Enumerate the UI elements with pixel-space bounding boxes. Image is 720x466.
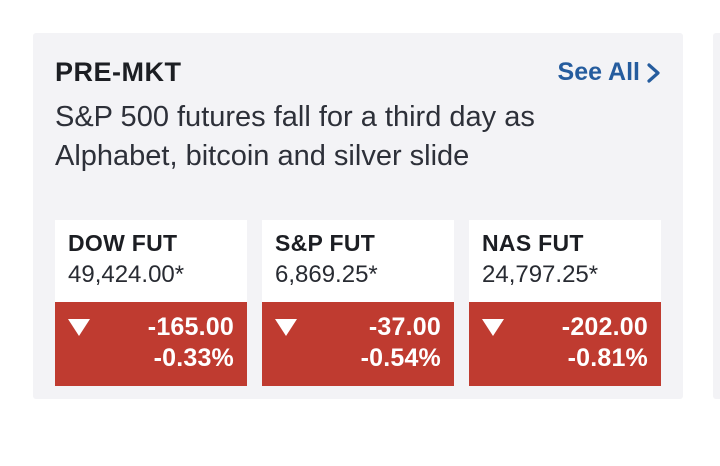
ticker-change-block: -165.00 -0.33% (55, 302, 247, 386)
down-arrow-icon (482, 319, 504, 336)
ticker-value: 6,869.25* (275, 261, 378, 288)
ticker-card-sp-fut[interactable]: S&P FUT 6,869.25* -37.00 -0.54% (262, 220, 454, 386)
down-arrow-icon (68, 319, 90, 336)
ticker-percent: -0.81% (567, 344, 648, 372)
headline-link[interactable]: S&P 500 futures fall for a third day as … (55, 101, 535, 172)
pre-mkt-label: PRE-MKT (55, 57, 182, 87)
ticker-row: DOW FUT 49,424.00* -165.00 -0.33% S&P FU… (55, 220, 661, 386)
see-all-link[interactable]: See All (558, 58, 661, 87)
next-panel-peek[interactable] (713, 33, 720, 399)
change-column: -165.00 -0.33% (148, 312, 234, 374)
ticker-quote: NAS FUT 24,797.25* (469, 220, 661, 302)
ticker-change-block: -37.00 -0.54% (262, 302, 454, 386)
change-column: -202.00 -0.81% (562, 312, 648, 374)
ticker-symbol: NAS FUT (482, 230, 584, 256)
down-arrow-icon (275, 319, 297, 336)
ticker-quote: DOW FUT 49,424.00* (55, 220, 247, 302)
ticker-card-dow-fut[interactable]: DOW FUT 49,424.00* -165.00 -0.33% (55, 220, 247, 386)
pre-market-panel: PRE-MKT See All S&P 500 futures fall for… (33, 33, 683, 399)
ticker-change-block: -202.00 -0.81% (469, 302, 661, 386)
ticker-change: -202.00 (561, 313, 648, 341)
ticker-symbol: S&P FUT (275, 230, 376, 256)
chevron-right-icon (646, 61, 661, 85)
ticker-value: 49,424.00* (68, 261, 185, 288)
ticker-value: 24,797.25* (482, 261, 599, 288)
ticker-change: -165.00 (147, 313, 234, 341)
panel-header: PRE-MKT See All (55, 57, 661, 88)
ticker-quote: S&P FUT 6,869.25* (262, 220, 454, 302)
ticker-change: -37.00 (368, 313, 441, 341)
see-all-label: See All (557, 58, 640, 86)
market-carousel: PRE-MKT See All S&P 500 futures fall for… (33, 33, 720, 399)
ticker-percent: -0.33% (153, 344, 234, 372)
change-column: -37.00 -0.54% (361, 312, 441, 374)
ticker-percent: -0.54% (360, 344, 441, 372)
ticker-card-nas-fut[interactable]: NAS FUT 24,797.25* -202.00 -0.81% (469, 220, 661, 386)
ticker-symbol: DOW FUT (68, 230, 178, 256)
